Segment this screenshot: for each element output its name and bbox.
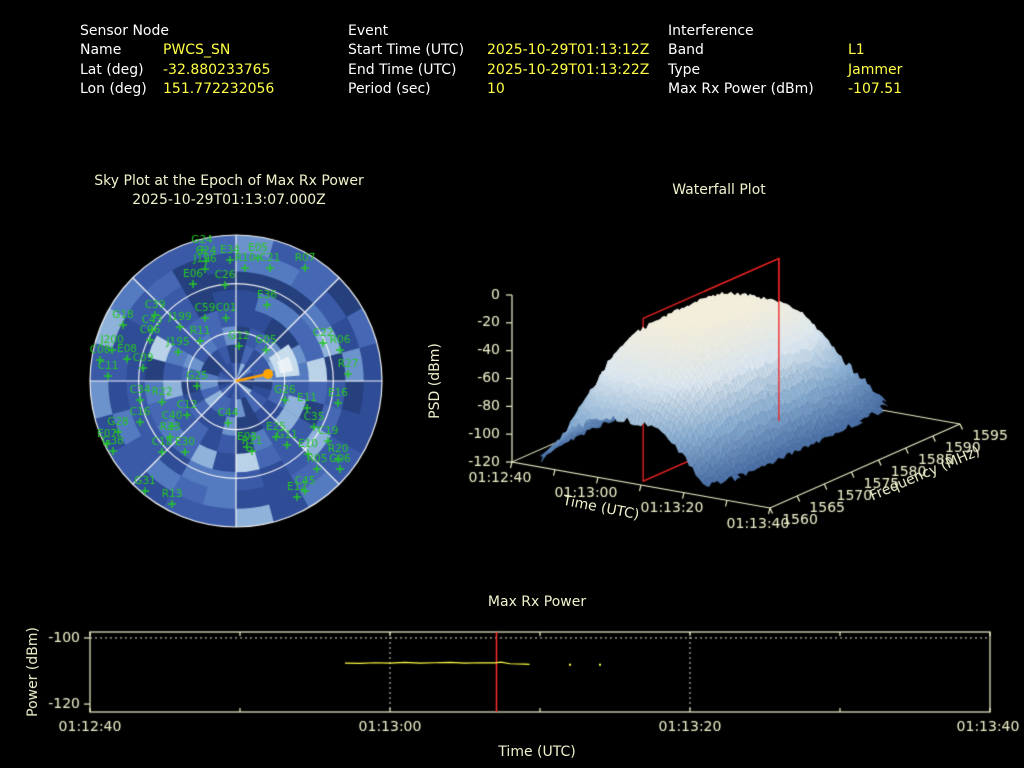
sky-plot-title: Sky Plot at the Epoch of Max Rx Power 20… bbox=[49, 172, 409, 210]
sky-plot-title-line1: Sky Plot at the Epoch of Max Rx Power bbox=[94, 173, 364, 189]
field-value: 2025-10-29T01:13:22Z bbox=[487, 61, 650, 78]
field-label: End Time (UTC) bbox=[348, 61, 457, 78]
field-row: Band L1 bbox=[668, 41, 902, 60]
field-label: Start Time (UTC) bbox=[348, 42, 465, 59]
field-label: Period (sec) bbox=[348, 80, 431, 97]
power-axis-label: Power (dBm) bbox=[25, 627, 41, 717]
max-rx-power-title: Max Rx Power bbox=[487, 594, 587, 610]
field-value: -32.880233765 bbox=[163, 61, 271, 78]
field-value: -107.51 bbox=[848, 80, 903, 97]
time-axis-label: Time (UTC) bbox=[498, 744, 576, 760]
field-row: End Time (UTC) 2025-10-29T01:13:22Z bbox=[348, 61, 649, 80]
field-value: 151.772232056 bbox=[163, 80, 275, 97]
header-section-event: Event Start Time (UTC) 2025-10-29T01:13:… bbox=[348, 22, 649, 99]
field-label: Lon (deg) bbox=[80, 80, 147, 97]
header-section-interference: Interference Band L1 Type Jammer Max Rx … bbox=[668, 22, 902, 99]
field-row: Type Jammer bbox=[668, 61, 902, 80]
waterfall-title: Waterfall Plot bbox=[672, 182, 766, 198]
field-value: PWCS_SN bbox=[163, 42, 231, 59]
sky-plot-canvas bbox=[81, 226, 391, 536]
field-value: 10 bbox=[487, 80, 505, 97]
field-row: Name PWCS_SN bbox=[80, 41, 274, 60]
field-label: Type bbox=[668, 61, 701, 78]
field-value: 2025-10-29T01:13:12Z bbox=[487, 42, 650, 59]
field-row: Period (sec) 10 bbox=[348, 80, 649, 99]
waterfall-plot-canvas bbox=[430, 225, 1024, 535]
sky-plot-title-epoch: 2025-10-29T01:13:07.000Z bbox=[132, 192, 326, 208]
psd-axis-label: PSD (dBm) bbox=[427, 343, 443, 419]
section-title: Interference bbox=[668, 23, 754, 39]
field-label: Lat (deg) bbox=[80, 61, 144, 78]
field-label: Band bbox=[668, 42, 704, 59]
max-rx-power-plot-canvas bbox=[0, 588, 1024, 748]
field-row: Max Rx Power (dBm) -107.51 bbox=[668, 80, 902, 99]
field-value: L1 bbox=[848, 42, 865, 59]
field-value: Jammer bbox=[848, 61, 903, 78]
section-title: Event bbox=[348, 23, 389, 39]
section-title: Sensor Node bbox=[80, 23, 169, 39]
field-label: Name bbox=[80, 42, 122, 59]
header-section-sensor-node: Sensor Node Name PWCS_SN Lat (deg) -32.8… bbox=[80, 22, 274, 99]
field-label: Max Rx Power (dBm) bbox=[668, 80, 814, 97]
field-row: Start Time (UTC) 2025-10-29T01:13:12Z bbox=[348, 41, 649, 60]
field-row: Lon (deg) 151.772232056 bbox=[80, 80, 274, 99]
field-row: Lat (deg) -32.880233765 bbox=[80, 61, 274, 80]
